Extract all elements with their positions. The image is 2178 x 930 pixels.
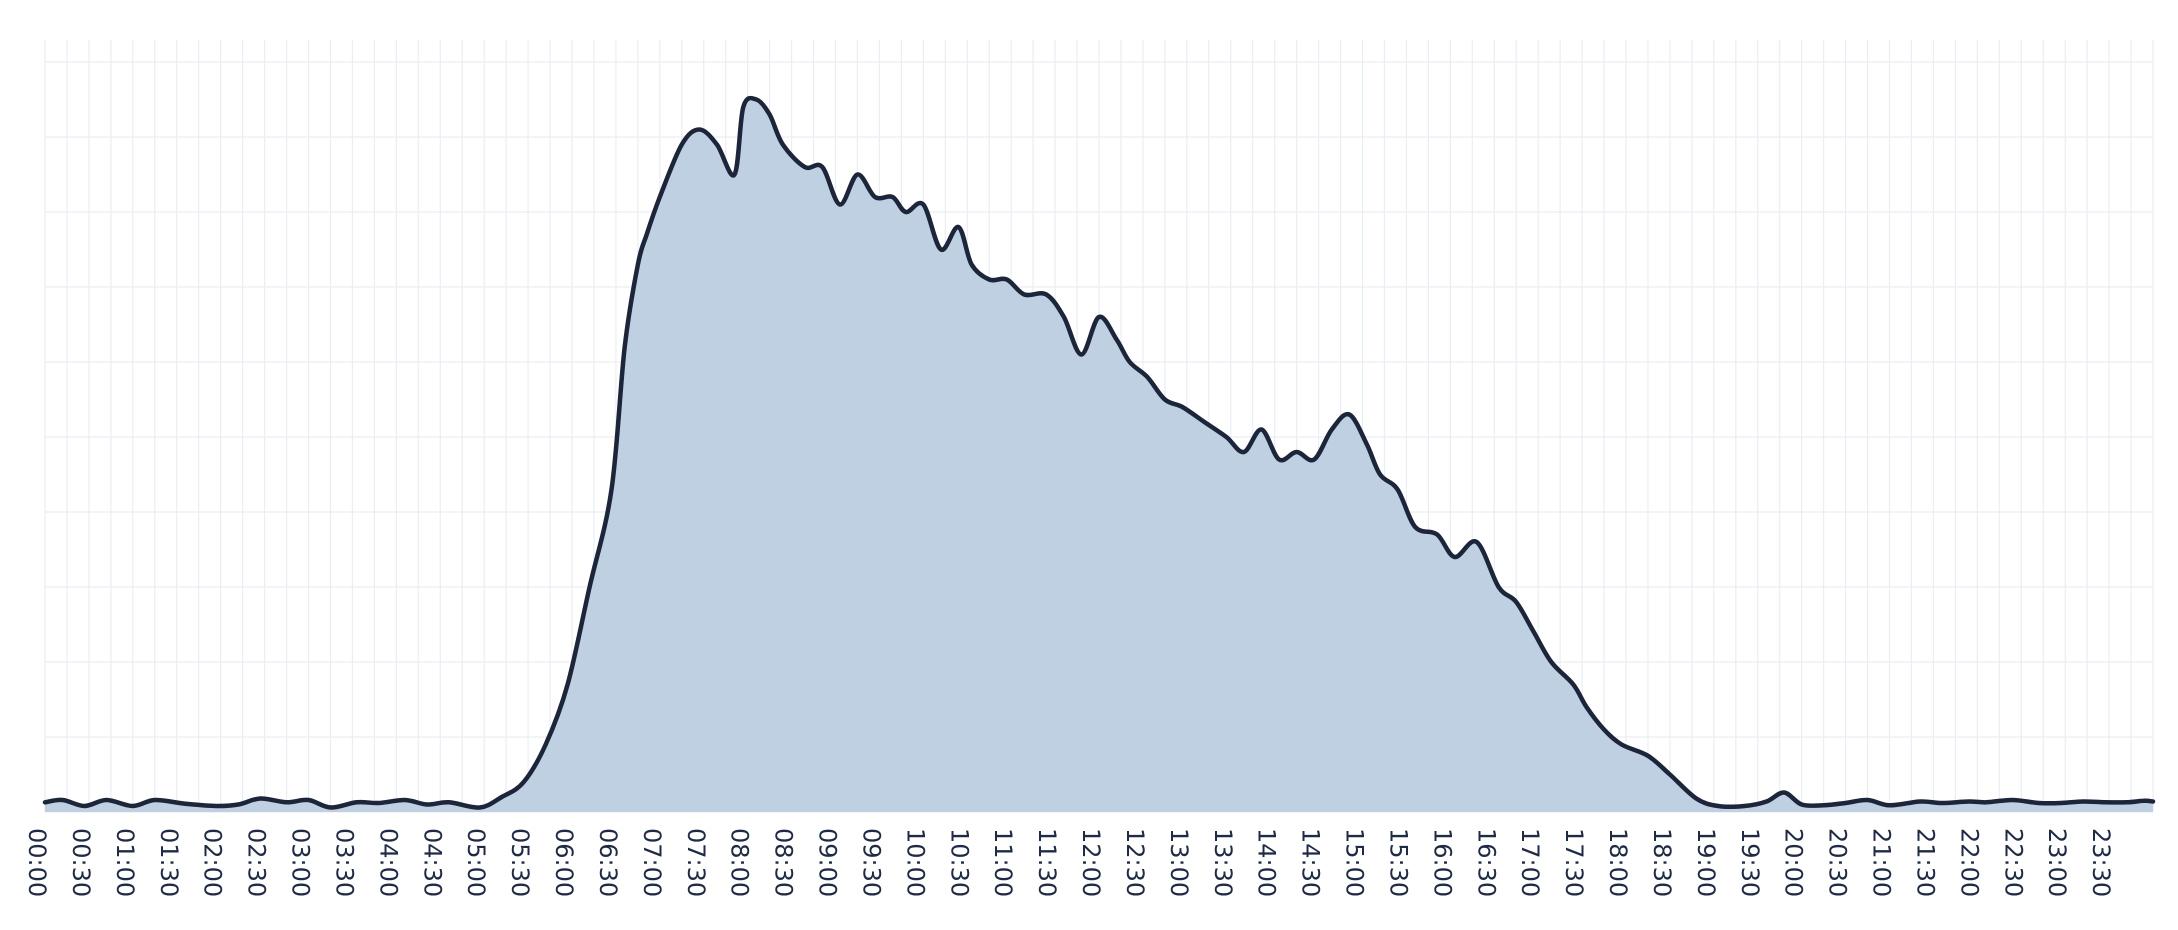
x-tick-label: 03:00 (287, 828, 315, 897)
x-tick-label: 05:00 (462, 828, 490, 897)
x-tick-label: 09:30 (857, 828, 885, 897)
x-tick-label: 20:30 (1824, 828, 1852, 897)
x-tick-label: 14:00 (1253, 828, 1281, 897)
x-tick-label: 19:00 (1692, 828, 1720, 897)
x-tick-label: 03:30 (330, 828, 358, 897)
x-tick-label: 07:00 (638, 828, 666, 897)
x-tick-label: 17:30 (1560, 828, 1588, 897)
area-layer (42, 95, 2156, 813)
x-tick-label: 06:30 (594, 828, 622, 897)
x-tick-label: 14:30 (1297, 828, 1325, 897)
x-tick-label: 23:30 (2087, 828, 2115, 897)
x-tick-label: 04:30 (418, 828, 446, 897)
x-tick-label: 22:30 (1999, 828, 2027, 897)
x-tick-label: 15:00 (1341, 828, 1369, 897)
x-tick-label: 02:30 (243, 828, 271, 897)
x-tick-label: 18:30 (1648, 828, 1676, 897)
x-tick-label: 15:30 (1384, 828, 1412, 897)
x-tick-label: 18:00 (1604, 828, 1632, 897)
series-area-fill (45, 98, 2153, 813)
x-tick-label: 16:30 (1472, 828, 1500, 897)
x-tick-label: 08:30 (770, 828, 798, 897)
x-tick-label: 11:30 (1033, 828, 1061, 897)
x-tick-label: 02:00 (199, 828, 227, 897)
x-tick-label: 23:00 (2043, 828, 2071, 897)
x-tick-label: 08:00 (726, 828, 754, 897)
x-tick-label: 17:00 (1516, 828, 1544, 897)
x-tick-label: 13:30 (1209, 828, 1237, 897)
x-tick-label: 13:00 (1165, 828, 1193, 897)
x-tick-label: 16:00 (1428, 828, 1456, 897)
x-tick-label: 22:00 (1955, 828, 1983, 897)
x-tick-label: 06:00 (550, 828, 578, 897)
x-tick-label: 20:00 (1780, 828, 1808, 897)
x-tick-label: 21:30 (1911, 828, 1939, 897)
series-line (42, 95, 2156, 810)
x-tick-label: 12:00 (1077, 828, 1105, 897)
x-axis-ticks: 00:00 00:30 01:00 01:30 02:00 02:30 03:00 03:30… (23, 828, 2115, 897)
x-tick-label: 04:00 (374, 828, 402, 897)
x-tick-label: 09:00 (814, 828, 842, 897)
x-tick-label: 00:00 (23, 828, 51, 897)
x-tick-label: 21:00 (1868, 828, 1896, 897)
x-tick-label: 01:30 (155, 828, 183, 897)
x-tick-label: 12:30 (1121, 828, 1149, 897)
x-tick-label: 01:00 (111, 828, 139, 897)
x-tick-label: 07:30 (682, 828, 710, 897)
x-tick-label: 11:00 (989, 828, 1017, 897)
x-tick-label: 05:30 (506, 828, 534, 897)
x-tick-label: 19:30 (1736, 828, 1764, 897)
x-tick-label: 10:00 (901, 828, 929, 897)
x-tick-label: 10:30 (945, 828, 973, 897)
x-tick-label: 00:30 (67, 828, 95, 897)
